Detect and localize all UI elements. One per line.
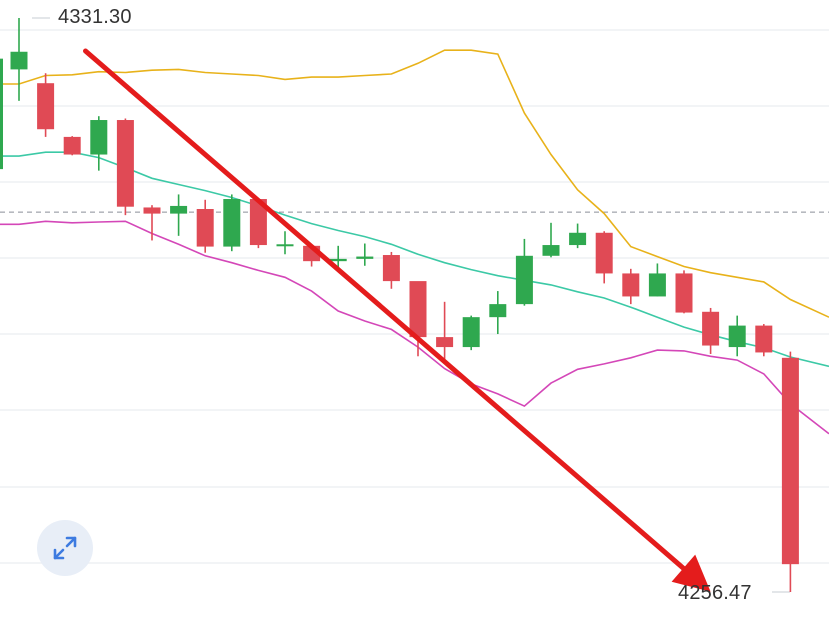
candle-body-17 [462,317,480,348]
candle-body-15 [409,281,427,338]
candle-body-8 [223,199,241,247]
candle-body-26 [702,311,720,346]
edge-candle-body [0,58,3,170]
candle-body-3 [90,120,108,155]
candle-body-2 [63,136,81,155]
candle-body-25 [675,273,693,313]
candle-body-14 [382,255,400,282]
candle-body-6 [170,205,188,214]
candle-body-24 [648,273,666,297]
candle-body-21 [569,232,587,246]
candle-body-9 [249,199,267,246]
candle-body-16 [436,337,454,348]
candle-body-22 [595,232,613,274]
candle-body-10 [276,244,294,247]
candle-body-23 [622,273,640,297]
candle-body-7 [196,209,214,247]
candle-body-19 [515,255,533,305]
candle-body-5 [143,207,161,214]
candle-body-1 [37,83,55,130]
trend-arrow-head [671,554,711,592]
lower-band-line [0,220,829,435]
candle-body-13 [356,256,374,259]
expand-diagonal-icon [53,536,77,560]
candle-body-27 [728,325,746,348]
high-price-label: 4331.30 [58,6,132,28]
expand-button[interactable] [37,520,93,576]
candle-body-18 [489,304,507,318]
trend-arrow-shaft [83,48,686,571]
candle-body-29 [781,357,799,565]
candle-body-4 [116,120,134,207]
candle-body-20 [542,245,560,256]
candle-body-12 [329,258,347,262]
candle-body-0 [10,51,28,70]
low-price-label: 4256.47 [678,582,752,604]
candle-body-28 [755,325,773,353]
upper-band-line [0,49,829,318]
